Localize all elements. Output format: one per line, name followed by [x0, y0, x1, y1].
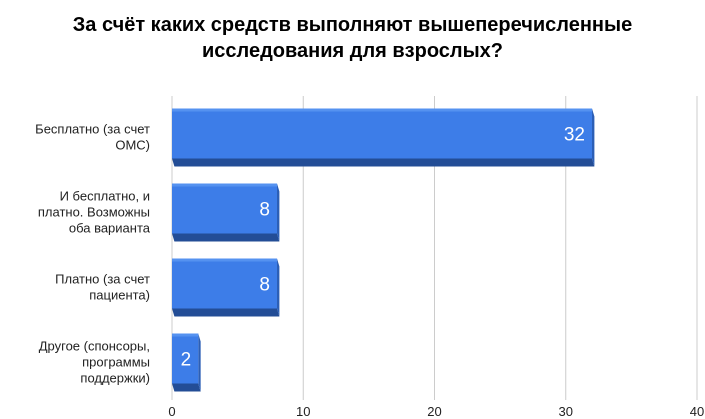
chart-title-line-2: исследования для взрослых? — [201, 40, 504, 62]
category-label-line: пациента) — [89, 288, 150, 303]
bar-1: 8 — [172, 183, 280, 242]
category-label-1: И бесплатно, и платно. Возможны оба вариан… — [38, 189, 151, 236]
bar-front-face-2 — [172, 258, 277, 309]
bar-top-highlight-3 — [172, 333, 199, 337]
x-axis-ticks: 0 10 20 30 40 — [168, 404, 704, 419]
data-label-2: 8 — [259, 275, 270, 296]
bar-side-face-2 — [277, 258, 280, 317]
category-label-line: И бесплатно, и — [60, 189, 150, 204]
category-label-line: Бесплатно (за счет — [35, 122, 150, 137]
x-tick-label-10: 10 — [296, 404, 310, 419]
bar-3: 2 — [172, 333, 201, 392]
category-label-2: Платно (за счет пациента) — [55, 272, 150, 303]
bar-top-highlight-2 — [172, 258, 277, 262]
bar-top-highlight-1 — [172, 183, 277, 187]
category-label-line: платно. Возможны — [38, 205, 150, 220]
chart-title-line-1: За счёт каких средств выполняют вышепере… — [72, 14, 633, 36]
bar-0: 32 — [172, 108, 595, 167]
chart-title: За счёт каких средств выполняют вышепере… — [0, 12, 705, 64]
x-tick-label-40: 40 — [690, 404, 704, 419]
category-label-line: программы — [82, 355, 150, 370]
x-tick-label-0: 0 — [168, 404, 175, 419]
category-labels: Бесплатно (за счет ОМС) И бесплатно, и плат… — [35, 122, 151, 386]
bar-side-face-1 — [277, 183, 280, 242]
bar-bottom-face-0 — [172, 158, 595, 167]
category-label-line: оба варианта — [69, 221, 151, 236]
bar-bottom-face-1 — [172, 233, 280, 242]
category-label-line: Другое (спонсоры, — [39, 339, 150, 354]
data-label-0: 32 — [564, 125, 585, 146]
bar-front-face-3 — [172, 333, 199, 384]
category-label-line: Платно (за счет — [55, 272, 150, 287]
bar-front-face-1 — [172, 183, 277, 234]
bar-top-highlight-0 — [172, 108, 592, 112]
bar-side-face-3 — [198, 333, 201, 392]
data-label-3: 2 — [181, 350, 192, 371]
category-label-3: Другое (спонсоры, программы поддержки) — [39, 339, 150, 386]
category-label-line: поддержки) — [80, 371, 150, 386]
x-tick-label-20: 20 — [427, 404, 441, 419]
bar-bottom-face-2 — [172, 308, 280, 317]
category-label-0: Бесплатно (за счет ОМС) — [35, 122, 150, 153]
bar-bottom-face-3 — [172, 383, 201, 392]
bar-2: 8 — [172, 258, 280, 317]
x-tick-label-30: 30 — [559, 404, 573, 419]
category-label-line: ОМС) — [115, 138, 150, 153]
bar-side-face-0 — [592, 108, 595, 167]
data-label-1: 8 — [259, 200, 270, 221]
bar-front-face-0 — [172, 108, 592, 159]
bars: 32 8 8 2 — [172, 108, 595, 392]
